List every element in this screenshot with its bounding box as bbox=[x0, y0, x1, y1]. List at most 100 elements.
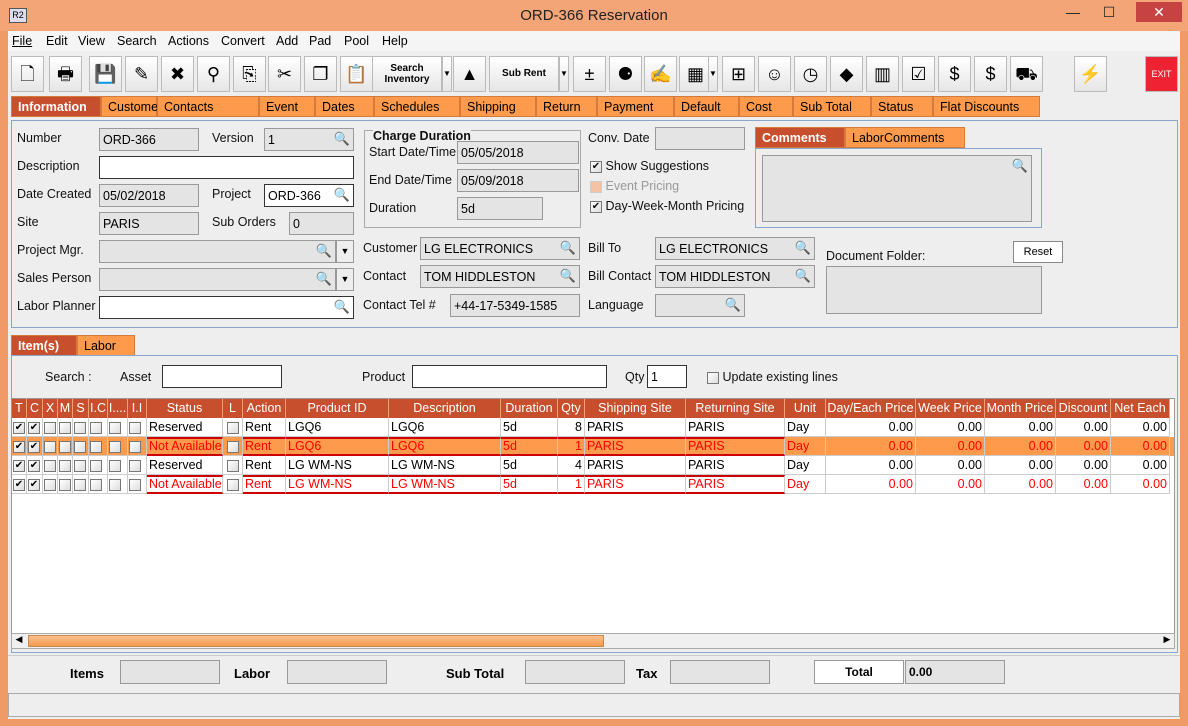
checkbox[interactable] bbox=[129, 478, 141, 491]
row-checkbox-m[interactable] bbox=[58, 418, 73, 437]
menu-edit[interactable]: Edit bbox=[46, 34, 68, 48]
duration-field[interactable]: 5d bbox=[457, 197, 543, 220]
truck-button[interactable]: ⛟ bbox=[1010, 56, 1043, 92]
checkbox[interactable]: ✔ bbox=[28, 478, 40, 491]
event-pricing-checkbox[interactable]: Event Pricing bbox=[590, 179, 679, 193]
tab-customer[interactable]: Customer bbox=[101, 96, 162, 117]
row-checkbox-m[interactable] bbox=[58, 475, 73, 494]
table-row[interactable]: ✔ ✔ Reserved Rent LG WM-NS LG WM-NS 5d 4 PARIS PA… bbox=[12, 456, 1174, 475]
notes-clock-button[interactable]: ◷ bbox=[794, 56, 827, 92]
show-suggestions-checkbox[interactable]: ✔ Show Suggestions bbox=[590, 159, 710, 173]
copy-order-button[interactable]: ⎘ bbox=[233, 56, 266, 92]
row-checkbox-i[interactable] bbox=[108, 437, 128, 456]
minimize-button[interactable]: — bbox=[1066, 4, 1080, 20]
checkbox[interactable] bbox=[109, 478, 121, 491]
column-header[interactable]: I.... bbox=[108, 399, 128, 418]
row-checkbox-m[interactable] bbox=[58, 437, 73, 456]
date-created-field[interactable]: 05/02/2018 bbox=[99, 184, 199, 207]
checkbox[interactable]: ✔ bbox=[28, 459, 40, 472]
row-checkbox-t[interactable]: ✔ bbox=[12, 437, 27, 456]
notepad-button[interactable]: ✍ bbox=[644, 56, 677, 92]
menu-file[interactable]: File bbox=[12, 34, 33, 48]
column-header[interactable]: Discount bbox=[1056, 399, 1111, 418]
dwm-pricing-checkbox[interactable]: ✔ Day-Week-Month Pricing bbox=[590, 199, 745, 213]
menu-view[interactable]: View bbox=[78, 34, 105, 48]
row-checkbox-i[interactable] bbox=[108, 418, 128, 437]
column-header[interactable]: Day/Each Price bbox=[826, 399, 916, 418]
checkbox[interactable]: ✔ bbox=[13, 440, 25, 453]
project-field[interactable]: ORD-366 🔍 bbox=[264, 184, 354, 207]
start-date-field[interactable]: 05/05/2018 bbox=[457, 141, 579, 164]
lightning-button[interactable]: ⚡ bbox=[1074, 56, 1107, 92]
column-header[interactable]: Shipping Site bbox=[585, 399, 686, 418]
column-header[interactable]: Action bbox=[243, 399, 286, 418]
column-header[interactable]: T bbox=[12, 399, 27, 418]
tab-contacts[interactable]: Contacts bbox=[157, 96, 259, 117]
number-field[interactable]: ORD-366 bbox=[99, 128, 199, 151]
checkbox[interactable] bbox=[109, 440, 121, 453]
paste-button[interactable]: 📋 bbox=[340, 56, 373, 92]
scroll-right-button[interactable]: ▶ bbox=[1163, 634, 1171, 644]
checkbox[interactable]: ✔ bbox=[13, 421, 25, 434]
row-checkbox-s[interactable] bbox=[73, 475, 89, 494]
end-date-field[interactable]: 05/09/2018 bbox=[457, 169, 579, 192]
column-header[interactable]: X bbox=[43, 399, 58, 418]
checkbox[interactable] bbox=[59, 421, 71, 434]
delete-button[interactable]: ✖ bbox=[161, 56, 194, 92]
menu-pool[interactable]: Pool bbox=[344, 34, 370, 48]
checkbox[interactable] bbox=[129, 421, 141, 434]
close-button[interactable]: ✕ bbox=[1136, 2, 1182, 22]
checkbox[interactable] bbox=[109, 421, 121, 434]
qty-input[interactable]: 1 bbox=[647, 365, 687, 388]
tab-cost[interactable]: Cost bbox=[739, 96, 793, 117]
checkbox[interactable] bbox=[44, 478, 56, 491]
tab-event[interactable]: Event bbox=[259, 96, 315, 117]
row-checkbox-ii[interactable] bbox=[128, 456, 147, 475]
version-field[interactable]: 1 🔍 bbox=[264, 128, 354, 151]
scroll-left-button[interactable]: ◀ bbox=[15, 634, 23, 644]
column-header[interactable]: Status bbox=[147, 399, 223, 418]
search-icon[interactable]: 🔍 bbox=[333, 299, 350, 314]
tab-labor[interactable]: Labor bbox=[77, 335, 135, 356]
checkbox[interactable] bbox=[90, 478, 102, 491]
tab-items[interactable]: Item(s) bbox=[11, 335, 77, 356]
row-checkbox-x[interactable] bbox=[43, 437, 58, 456]
shapes-button[interactable]: ▲ bbox=[453, 56, 486, 92]
checkbox[interactable] bbox=[90, 421, 102, 434]
checkbox[interactable] bbox=[90, 440, 102, 453]
menu-add[interactable]: Add bbox=[276, 34, 299, 48]
column-header[interactable]: M bbox=[58, 399, 73, 418]
search-inventory-button[interactable]: Search Inventory bbox=[372, 56, 442, 92]
l-checkbox[interactable] bbox=[226, 421, 239, 434]
smiley-button[interactable]: ☺ bbox=[758, 56, 791, 92]
document-folder-field[interactable] bbox=[826, 266, 1042, 314]
checkbox[interactable] bbox=[109, 459, 121, 472]
search-icon[interactable]: 🔍 bbox=[315, 243, 332, 258]
column-header[interactable]: Week Price bbox=[916, 399, 985, 418]
checkbox[interactable] bbox=[74, 440, 86, 453]
sales-person-dropdown[interactable]: ▼ bbox=[336, 268, 354, 291]
dropdown-button[interactable]: ▼ bbox=[708, 56, 718, 92]
new-document-button[interactable]: 🗋 bbox=[11, 56, 44, 92]
row-checkbox-x[interactable] bbox=[43, 456, 58, 475]
dropdown-button[interactable]: ▼ bbox=[559, 56, 569, 92]
row-checkbox-ii[interactable] bbox=[128, 475, 147, 494]
product-input[interactable] bbox=[412, 365, 607, 388]
tab-information[interactable]: Information bbox=[11, 96, 101, 117]
column-header[interactable]: Net Each bbox=[1111, 399, 1170, 418]
project-mgr-field[interactable]: 🔍 bbox=[99, 240, 336, 263]
row-checkbox-i[interactable] bbox=[108, 475, 128, 494]
tab-dates[interactable]: Dates bbox=[315, 96, 374, 117]
checkbox[interactable]: ✔ bbox=[13, 478, 25, 491]
row-checkbox-s[interactable] bbox=[73, 456, 89, 475]
column-header[interactable]: C bbox=[27, 399, 43, 418]
description-field[interactable] bbox=[99, 156, 354, 179]
tab-payment[interactable]: Payment bbox=[597, 96, 674, 117]
menu-pad[interactable]: Pad bbox=[309, 34, 332, 48]
row-checkbox-c[interactable]: ✔ bbox=[27, 437, 43, 456]
checkbox[interactable] bbox=[44, 459, 56, 472]
checkbox[interactable] bbox=[44, 421, 56, 434]
row-checkbox-t[interactable]: ✔ bbox=[12, 475, 27, 494]
site-field[interactable]: PARIS bbox=[99, 212, 199, 235]
dropdown-button[interactable]: ▼ bbox=[442, 56, 452, 92]
